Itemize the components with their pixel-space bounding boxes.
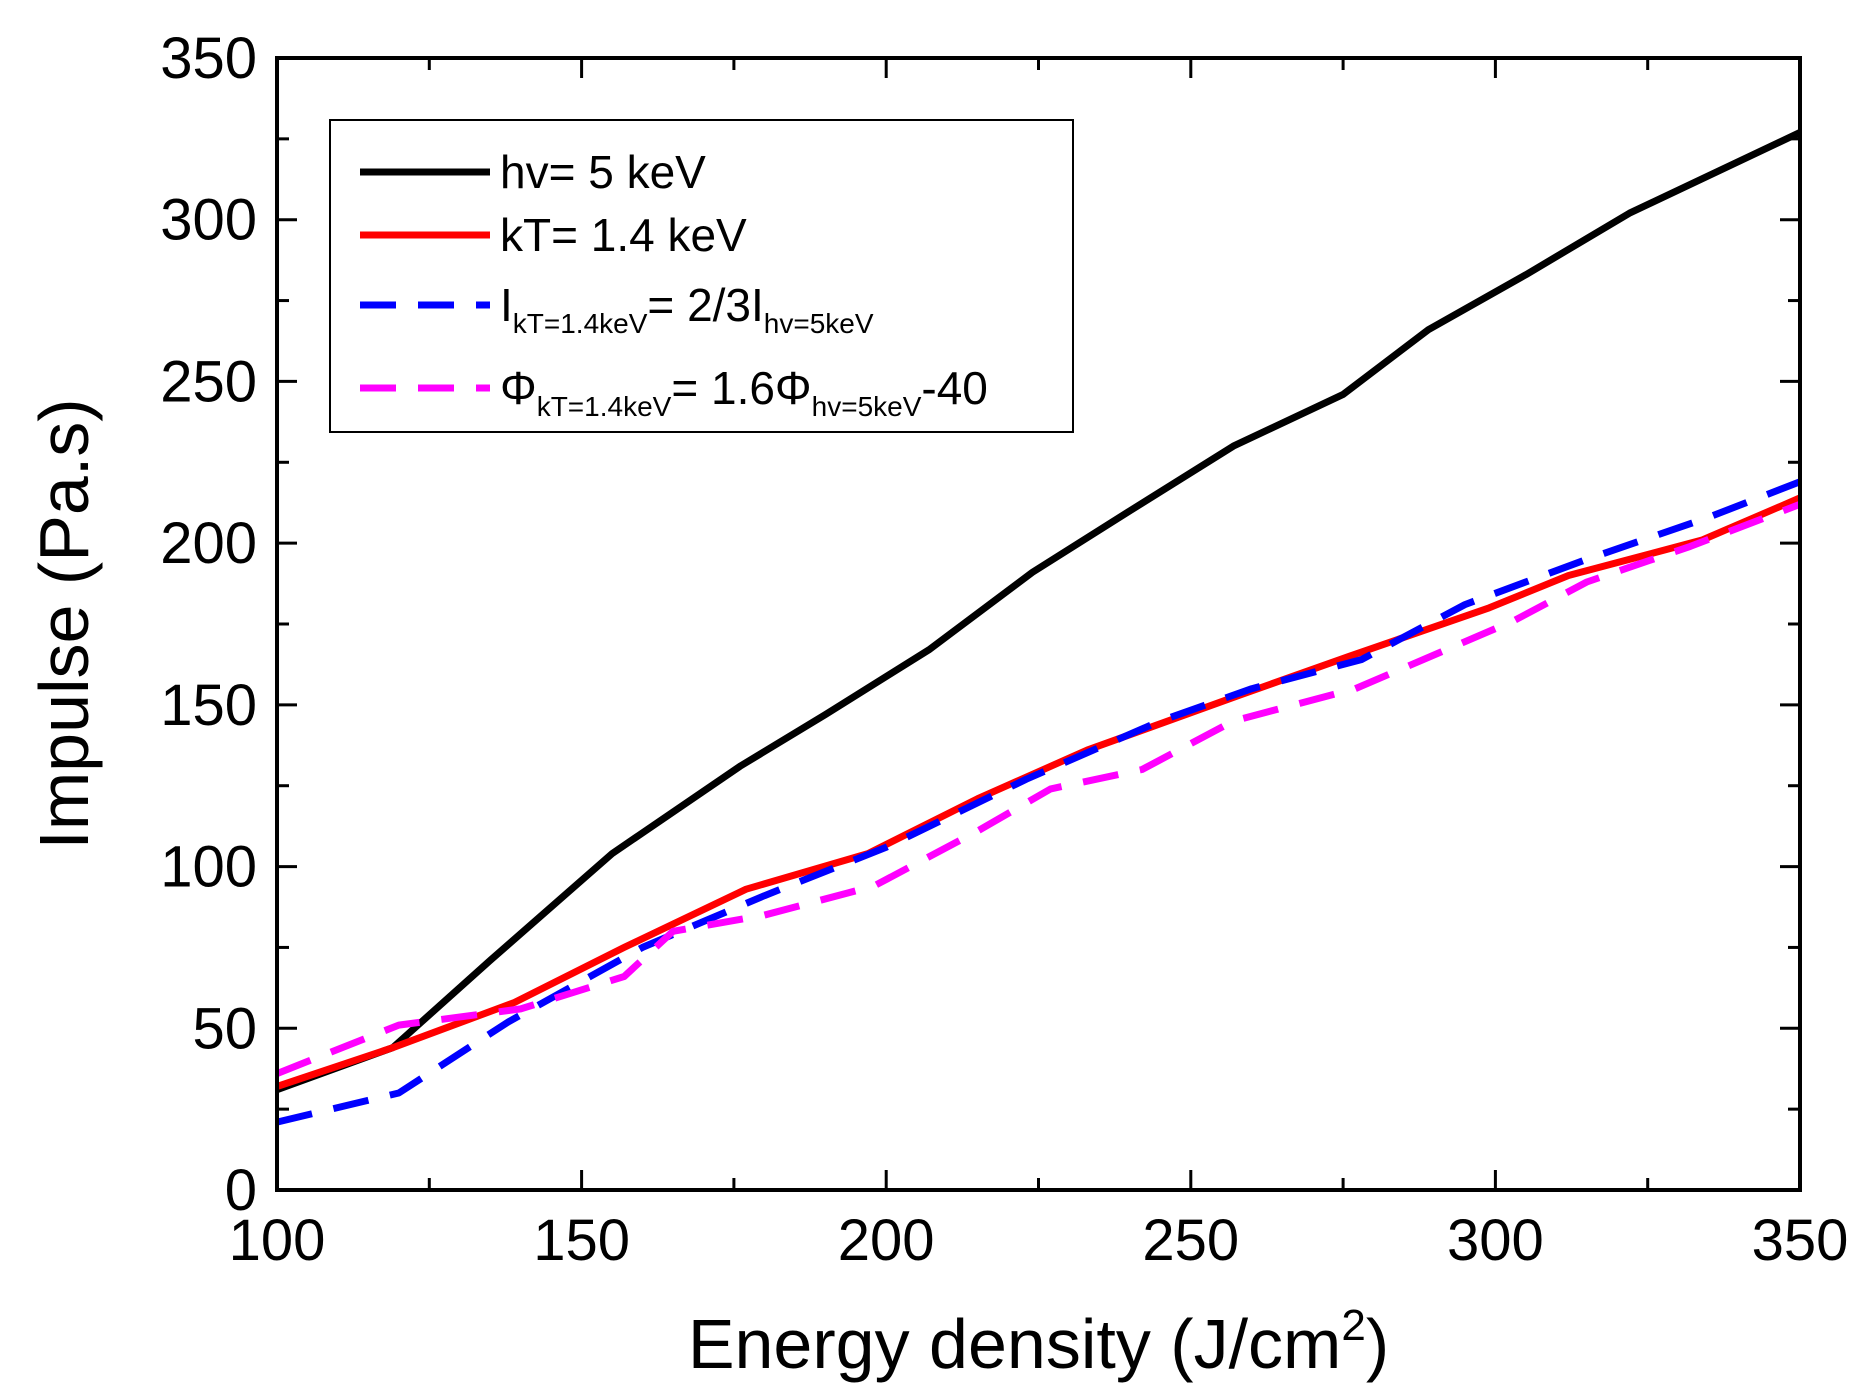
y-tick-label: 250 <box>160 349 257 414</box>
y-axis: 0 50 100 150 200 250 300 350 <box>160 26 1800 1223</box>
x-tick-label: 200 <box>838 1208 935 1273</box>
y-tick-label: 50 <box>192 996 257 1061</box>
x-tick-label: 300 <box>1447 1208 1544 1273</box>
x-axis: 100 150 200 250 300 350 <box>229 58 1849 1273</box>
y-tick-label: 350 <box>160 26 257 91</box>
legend: hv= 5 keV kT= 1.4 keV IkT=1.4keV= 2/3Ihv=5… <box>329 119 1074 433</box>
legend-label-1: hv= 5 keV <box>500 146 706 198</box>
y-tick-label: 200 <box>160 511 257 576</box>
x-tick-label: 150 <box>533 1208 630 1273</box>
x-tick-label: 350 <box>1752 1208 1849 1273</box>
x-axis-title: Energy density (J/cm2) <box>688 1301 1389 1383</box>
series-line-1 <box>275 129 1802 1093</box>
y-axis-title: Impulse (Pa.s) <box>25 398 103 849</box>
legend-label-2: kT= 1.4 keV <box>500 209 747 261</box>
x-tick-label: 250 <box>1142 1208 1239 1273</box>
y-tick-label: 150 <box>160 673 257 738</box>
y-tick-label: 100 <box>160 835 257 900</box>
series-line-4 <box>275 501 1802 1077</box>
series-layer <box>275 129 1802 1126</box>
legend-label-3: IkT=1.4keV= 2/3Ihv=5keV <box>500 279 874 339</box>
y-tick-label: 0 <box>225 1158 257 1223</box>
y-tick-label: 300 <box>160 188 257 253</box>
series-line-3 <box>276 478 1802 1126</box>
legend-label-4: ΦkT=1.4keV= 1.6Φhv=5keV-40 <box>500 362 988 422</box>
x-tick-label: 100 <box>229 1208 326 1273</box>
